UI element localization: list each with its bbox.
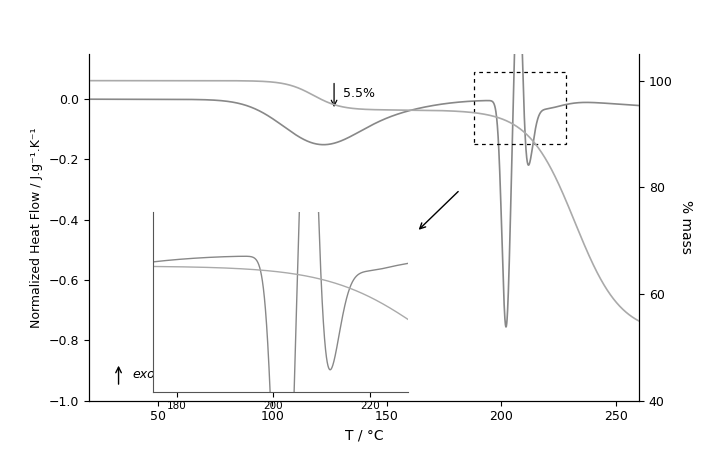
Bar bbox=[474, 72, 566, 144]
Y-axis label: % mass: % mass bbox=[679, 200, 694, 254]
X-axis label: T / °C: T / °C bbox=[344, 429, 383, 443]
Text: exo: exo bbox=[132, 369, 155, 382]
Text: 5.5%: 5.5% bbox=[343, 87, 376, 100]
Y-axis label: Normalized Heat Flow / J.g⁻¹.K⁻¹: Normalized Heat Flow / J.g⁻¹.K⁻¹ bbox=[30, 127, 43, 328]
